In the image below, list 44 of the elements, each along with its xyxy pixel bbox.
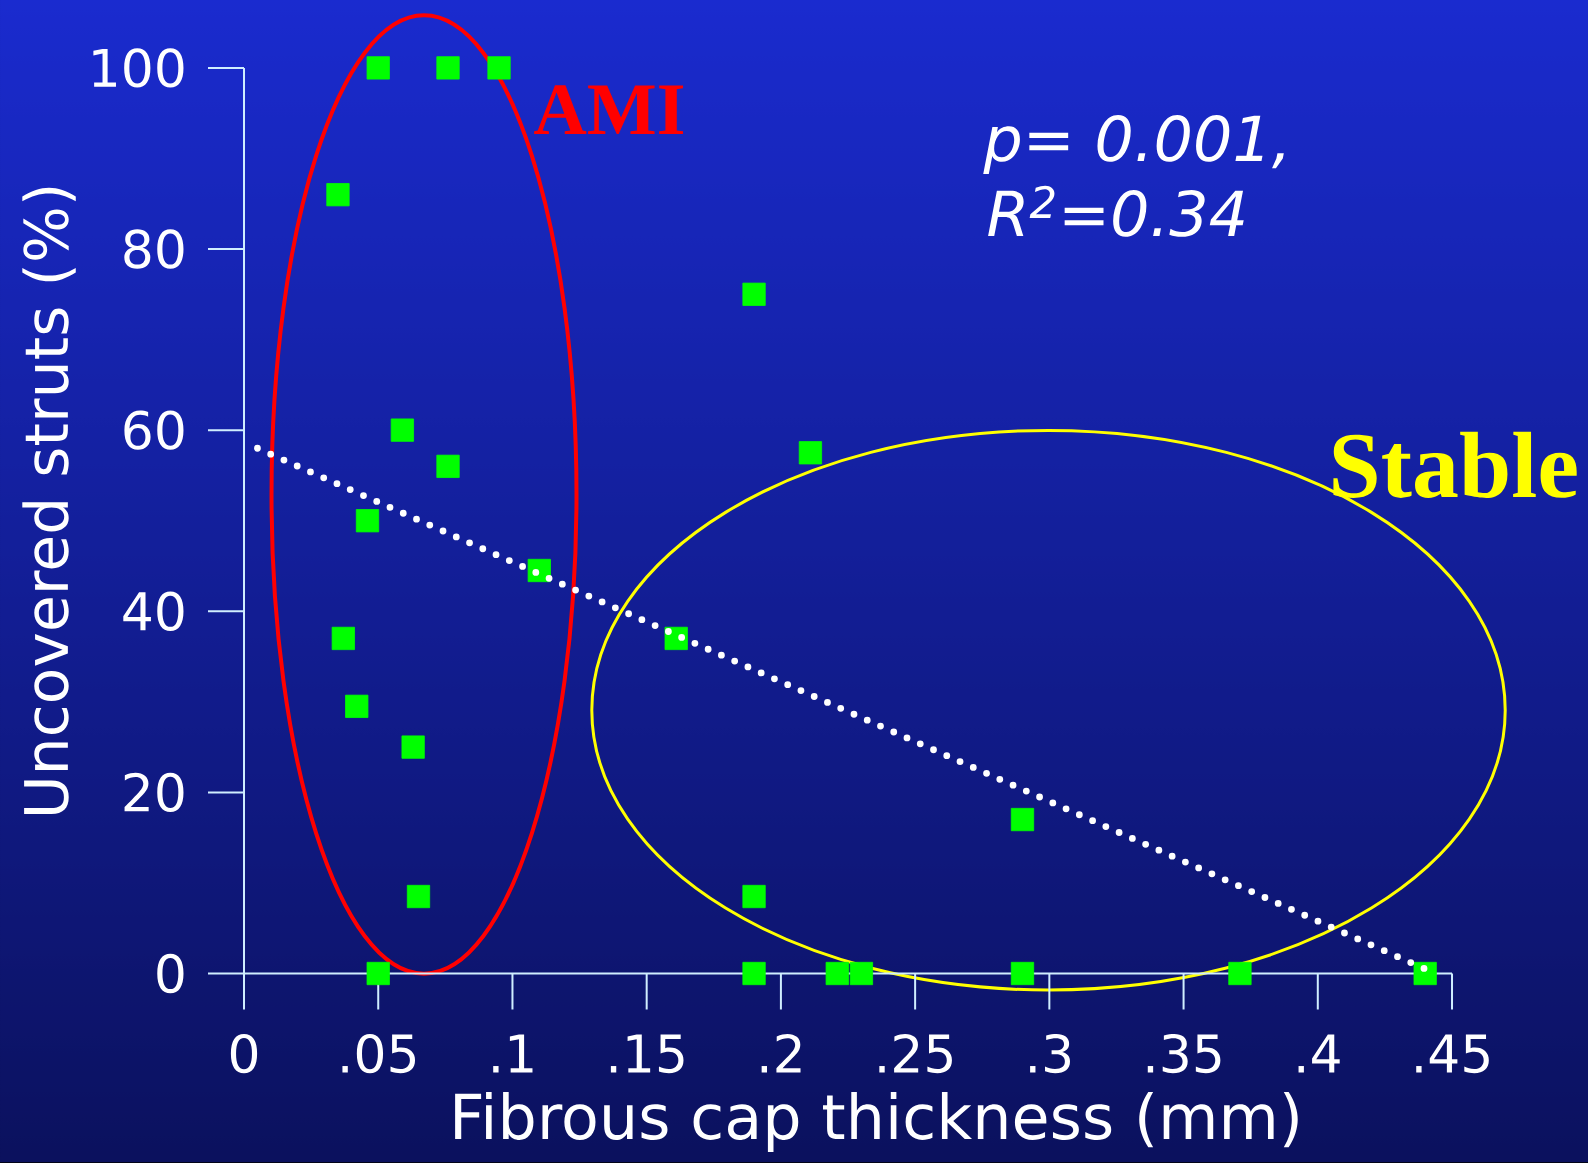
y-axis-title: Uncovered struts (%) (22, 187, 76, 815)
point (366, 56, 390, 80)
point (401, 735, 425, 759)
point (742, 282, 766, 306)
x-tick-label: .25 (879, 1033, 952, 1074)
point (487, 56, 511, 80)
point (331, 626, 355, 651)
y-tick-label: 60 (124, 410, 184, 450)
x-tick-label: .2 (761, 1033, 801, 1073)
annotation: AMI (534, 85, 684, 134)
x-tick-label: .05 (342, 1033, 416, 1074)
x-tick-label: .3 (1030, 1033, 1070, 1074)
x-tick-label: .15 (610, 1034, 684, 1074)
point (436, 56, 460, 80)
x-axis-title: Fibrous cap thickness (mm) (455, 1091, 1298, 1152)
point (1010, 961, 1035, 986)
x-tick-label: .4 (1298, 1034, 1340, 1073)
y-tick-label: 20 (124, 772, 184, 813)
annotation: Stable (1333, 431, 1577, 498)
point (366, 961, 390, 986)
y-tick-label: 40 (123, 591, 184, 631)
x-tick-label: .35 (1147, 1033, 1221, 1074)
annotation: p= 0.001, (983, 114, 1284, 174)
point (1413, 961, 1437, 986)
y-tick-label: 0 (157, 953, 184, 994)
annotation: R$^{2}$=0.34 (988, 185, 1244, 237)
point (1228, 961, 1252, 986)
point (825, 961, 849, 986)
point (326, 183, 350, 207)
point (798, 441, 823, 465)
point (406, 884, 431, 909)
point (345, 694, 369, 718)
x-tick-label: 0 (230, 1033, 258, 1074)
point (355, 509, 380, 533)
y-tick-label: 100 (93, 48, 184, 88)
x-tick-label: .45 (1416, 1034, 1489, 1074)
x-tick-label: .1 (493, 1034, 533, 1073)
point (436, 454, 460, 478)
point (849, 961, 874, 986)
point (1010, 807, 1035, 832)
point (390, 418, 414, 442)
point (742, 961, 766, 986)
y-tick-label: 80 (124, 229, 184, 269)
point (742, 884, 766, 909)
